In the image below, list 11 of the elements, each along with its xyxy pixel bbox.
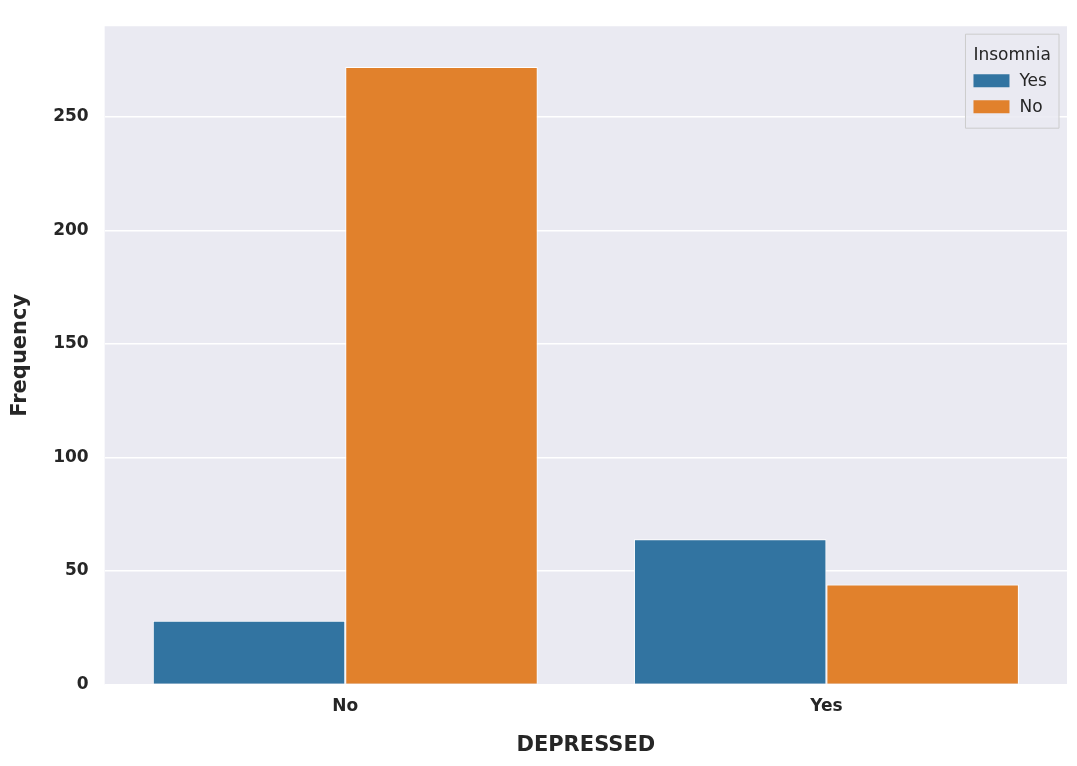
y-tick-label: 100: [53, 445, 89, 466]
y-tick-label: 250: [53, 105, 89, 126]
y-tick-label: 0: [76, 672, 89, 693]
y-tick-label: 200: [53, 218, 89, 239]
y-tick-label: 50: [65, 559, 89, 580]
legend-label: No: [1019, 95, 1043, 116]
x-axis-title: DEPRESSED: [516, 731, 656, 756]
legend-label: Yes: [1018, 69, 1048, 90]
legend-title: Insomnia: [973, 43, 1052, 64]
y-axis-title: Frequency: [7, 293, 32, 417]
y-tick-label: 150: [53, 332, 89, 353]
